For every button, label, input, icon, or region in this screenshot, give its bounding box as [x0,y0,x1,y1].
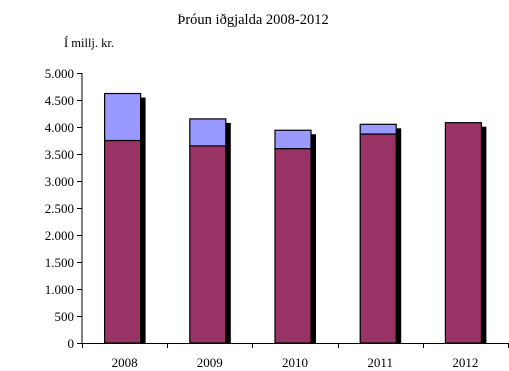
bar-2008-segment-1 [103,139,142,344]
y-tick-label: 4.500 [45,93,74,108]
bar-2011-segment-2 [359,123,397,135]
bar-2010-segment-2 [274,129,312,150]
y-tick-label: 1.500 [45,255,74,270]
y-axis-unit-label: Í millj. kr. [64,36,114,50]
x-tick-label: 2011 [367,355,393,370]
x-tick-label: 2012 [452,355,478,370]
chart-title: Þróun iðgjalda 2008-2012 [177,12,328,28]
bar-2008-segment-2 [103,92,142,142]
y-tick-label: 500 [55,309,75,324]
bar-2012-segment-1 [444,122,482,344]
bar-2010-segment-1 [274,148,312,344]
x-tick-label: 2010 [282,355,308,370]
bar-2009-segment-2 [189,118,227,147]
y-tick-label: 2.000 [45,228,74,243]
bar-2011-segment-1 [359,133,397,344]
plot-area: 0 500 1.000 1.500 2.000 2.500 3.000 3.500 4.000 4… [45,66,509,370]
x-tick-label: 2008 [112,355,138,370]
bar-2009-segment-1 [189,145,227,344]
x-tick-label: 2009 [197,355,223,370]
y-tick-label: 3.000 [45,174,74,189]
y-tick-label: 5.000 [45,66,74,81]
y-tick-label: 1.000 [45,282,74,297]
y-tick-label: 0 [68,336,75,351]
y-tick-label: 3.500 [45,147,74,162]
y-tick-label: 2.500 [45,201,74,216]
y-tick-label: 4.000 [45,120,74,135]
